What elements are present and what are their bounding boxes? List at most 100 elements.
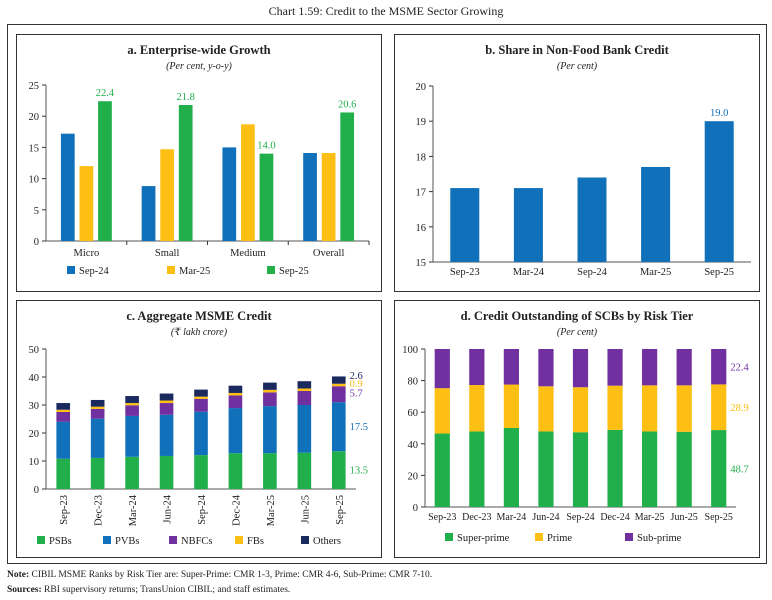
bar-segment-prime	[469, 385, 485, 432]
y-tick-label: 40	[408, 440, 419, 451]
y-tick-label: 5	[34, 206, 39, 217]
bar-segment-fbs	[228, 392, 243, 396]
legend-label: Mar-25	[179, 266, 210, 277]
sources-text: RBI supervisory returns; TransUnion CIBI…	[41, 585, 291, 595]
bar-segment-sub-prime	[607, 349, 623, 386]
bar-segment-psbs	[90, 457, 105, 489]
bar-segment-sub-prime	[676, 349, 692, 386]
y-tick-label: 50	[29, 345, 40, 356]
y-tick-label: 10	[29, 175, 40, 186]
bar-value	[704, 121, 734, 262]
legend-label: Sep-24	[79, 266, 109, 277]
bar-segment-super-prime	[469, 431, 485, 507]
bar-segment-psbs	[263, 453, 277, 489]
y-tick-label: 0	[34, 237, 39, 248]
chart-d: 0 20 40 60 80 100 Sep-23 Dec-23 Mar-24 Jun-24 Sep-…	[402, 345, 749, 544]
x-tick-label: Mar-25	[266, 495, 277, 526]
bar-segment-nbfcs	[297, 391, 312, 405]
bar-mar-25	[241, 124, 255, 241]
x-tick-label: Sep-24	[577, 267, 607, 278]
figure-title: Chart 1.59: Credit to the MSME Sector Gr…	[268, 4, 504, 18]
y-tick-label: 40	[29, 373, 40, 384]
bar-segment-fbs	[263, 389, 277, 393]
x-tick-label: Sep-23	[450, 267, 480, 278]
bar-segment-prime	[607, 385, 623, 430]
bar-segment-sub-prime	[434, 349, 450, 389]
bar-segment-sub-prime	[538, 349, 554, 387]
bar-sep-24	[303, 153, 317, 241]
bar-segment-fbs	[159, 400, 174, 404]
chart-a: 0 5 10 15 20 25 Micro 22.4 Small 21.8 Medium 14.0 Ov…	[29, 81, 370, 277]
bar-segment-psbs	[194, 455, 208, 489]
bar-segment-others	[159, 393, 174, 401]
bar-segment-super-prime	[642, 431, 658, 507]
x-tick-label: Sep-24	[566, 512, 594, 523]
data-label: 19.0	[710, 108, 728, 119]
data-label: 5.7	[350, 388, 363, 399]
bar-segment-fbs	[125, 403, 139, 406]
bar-segment-sub-prime	[642, 349, 658, 386]
data-label: 28.9	[730, 403, 748, 414]
legend-swatch-mar-25	[167, 266, 175, 274]
bar-segment-psbs	[125, 456, 139, 489]
bar-segment-pvbs	[331, 402, 346, 452]
bar-segment-nbfcs	[125, 405, 139, 416]
panel-subtitle: (Per cent, y-o-y)	[166, 61, 232, 72]
x-tick-label: Small	[155, 248, 180, 259]
bar-segment-super-prime	[434, 433, 450, 507]
x-tick-label: Jun-25	[671, 512, 698, 523]
data-label: 48.7	[730, 465, 748, 476]
bar-segment-fbs	[90, 406, 105, 409]
panel-b: b. Share in Non-Food Bank Credit (Per ce…	[394, 34, 760, 292]
x-tick-label: Sep-24	[197, 494, 208, 524]
x-tick-label: Sep-25	[705, 512, 733, 523]
x-tick-label: Micro	[74, 248, 100, 259]
bar-segment-nbfcs	[228, 395, 243, 409]
bar-segment-super-prime	[711, 430, 727, 507]
bar-segment-pvbs	[90, 418, 105, 458]
bar-segment-sub-prime	[711, 349, 727, 385]
bar-segment-super-prime	[607, 429, 623, 507]
legend-label: Others	[313, 536, 341, 547]
bar-segment-others	[56, 403, 71, 410]
y-tick-label: 25	[29, 81, 40, 92]
bar-segment-psbs	[56, 458, 71, 489]
legend-swatch-psbs	[37, 536, 45, 544]
bar-segment-sub-prime	[572, 349, 589, 388]
legend-swatch-sep-24	[67, 266, 75, 274]
bar-segment-fbs	[56, 409, 71, 412]
bar-segment-nbfcs	[90, 408, 105, 419]
sources-label: Sources:	[7, 585, 42, 595]
y-tick-label: 10	[29, 457, 40, 468]
bar-segment-nbfcs	[194, 398, 208, 412]
x-tick-label: Dec-23	[462, 512, 491, 523]
bar-segment-nbfcs	[56, 412, 71, 422]
legend-swatch-sep-25	[267, 266, 275, 274]
y-tick-label: 15	[29, 143, 40, 154]
x-tick-label: Mar-24	[513, 267, 545, 278]
bar-segment-fbs	[297, 388, 312, 391]
bar-mar-25	[321, 153, 336, 241]
note-label: Note:	[7, 570, 30, 580]
panel-title: c. Aggregate MSME Credit	[126, 309, 272, 323]
data-label: 21.8	[177, 92, 195, 103]
bar-sep-25	[340, 112, 355, 242]
bar-segment-others	[125, 396, 139, 404]
bar-segment-pvbs	[228, 408, 243, 454]
bar-value	[577, 177, 607, 262]
bar-segment-super-prime	[538, 431, 554, 507]
legend-swatch-pvbs	[103, 536, 111, 544]
x-tick-label: Mar-25	[635, 512, 665, 523]
bar-segment-fbs	[331, 383, 346, 387]
x-tick-label: Sep-25	[704, 267, 734, 278]
bar-mar-25	[160, 149, 174, 241]
bar-segment-prime	[711, 384, 727, 431]
x-tick-label: Dec-23	[94, 495, 105, 526]
bar-segment-others	[331, 376, 346, 384]
y-tick-label: 60	[408, 408, 419, 419]
data-label: 22.4	[730, 363, 749, 374]
note: Note: CIBIL MSME Ranks by Risk Tier are:…	[7, 570, 432, 580]
bar-value	[641, 166, 671, 262]
bar-value	[513, 188, 543, 262]
sources: Sources: RBI supervisory returns; TransU…	[7, 585, 290, 595]
